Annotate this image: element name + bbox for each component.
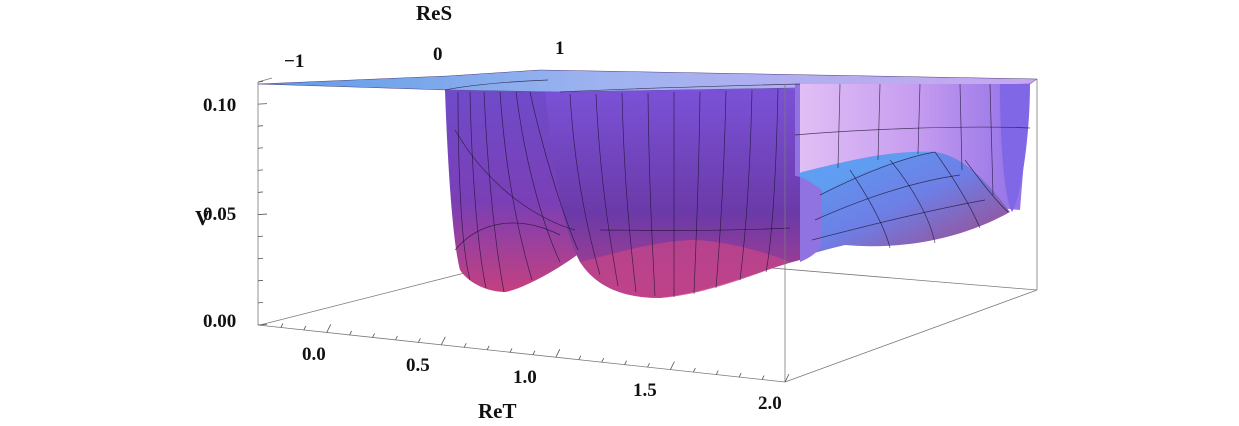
x-tick-mark (372, 333, 375, 338)
surface-mesh (444, 79, 1031, 297)
x-tick-mark (395, 335, 398, 341)
z-tick-mark (257, 213, 268, 215)
y-tick-label: 0 (433, 44, 443, 65)
x-tick-mark (761, 375, 765, 380)
x-tick-mark (578, 355, 582, 360)
x-axis-title: ReT (478, 399, 517, 423)
x-tick-mark (349, 330, 353, 336)
z-tick-mark (257, 191, 264, 193)
x-tick-label: 2.0 (758, 393, 782, 414)
surface-back-blue-slope (790, 151, 935, 258)
z-tick-mark (257, 125, 264, 127)
z-tick-label: 0.00 (203, 311, 236, 332)
surface-center-valley-shade (580, 240, 790, 298)
x-tick-mark (326, 324, 332, 333)
x-tick-mark (624, 360, 627, 365)
y-tick-label: −1 (284, 51, 304, 72)
x-tick-label: 0.5 (406, 355, 430, 376)
x-tick-mark (463, 343, 467, 348)
z-tick-mark (257, 235, 264, 238)
surface-center-valley (545, 88, 800, 298)
z-tick-label: 0.10 (203, 95, 236, 116)
z-tick-mark (257, 169, 264, 171)
x-tick-mark (440, 336, 446, 346)
z-tick-mark (257, 279, 264, 282)
z-tick-mark (257, 324, 268, 326)
x-tick-mark (784, 373, 790, 383)
x-tick-label: 0.0 (302, 344, 326, 365)
x-tick-mark (509, 348, 513, 353)
x-tick-mark (532, 350, 536, 355)
z-tick-label: 0.05 (203, 204, 236, 225)
axis-labels: ReS V ReT −1 0 1 0.00 0.05 0.10 0.0 0.5 … (195, 1, 782, 423)
z-tick-mark (257, 81, 264, 83)
y-axis-title: ReS (416, 1, 452, 25)
x-tick-mark (280, 323, 284, 328)
x-tick-mark (647, 362, 650, 368)
x-tick-label: 1.0 (513, 367, 537, 388)
z-axis-title: V (195, 206, 210, 230)
x-tick-mark (670, 361, 675, 370)
z-tick-mark (257, 103, 268, 105)
x-tick-mark (418, 338, 421, 343)
x-tick-mark (738, 372, 742, 378)
box-front-edges (257, 82, 1038, 383)
surface (257, 69, 1038, 298)
z-tick-mark (257, 257, 264, 260)
x-tick-mark (715, 370, 719, 375)
x-tick-mark (555, 349, 561, 358)
surface-right-wall (1000, 84, 1030, 212)
axis-ticks (257, 81, 790, 383)
z-tick-mark (257, 147, 264, 149)
surface-right-valley-wall (795, 84, 822, 262)
z-tick-mark (257, 302, 264, 304)
x-tick-label: 1.5 (633, 380, 657, 401)
y-tick-label: 1 (555, 38, 565, 59)
x-tick-mark (692, 367, 696, 373)
x-tick-mark (303, 325, 307, 331)
x-tick-mark (601, 357, 605, 363)
x-tick-mark (486, 345, 490, 350)
